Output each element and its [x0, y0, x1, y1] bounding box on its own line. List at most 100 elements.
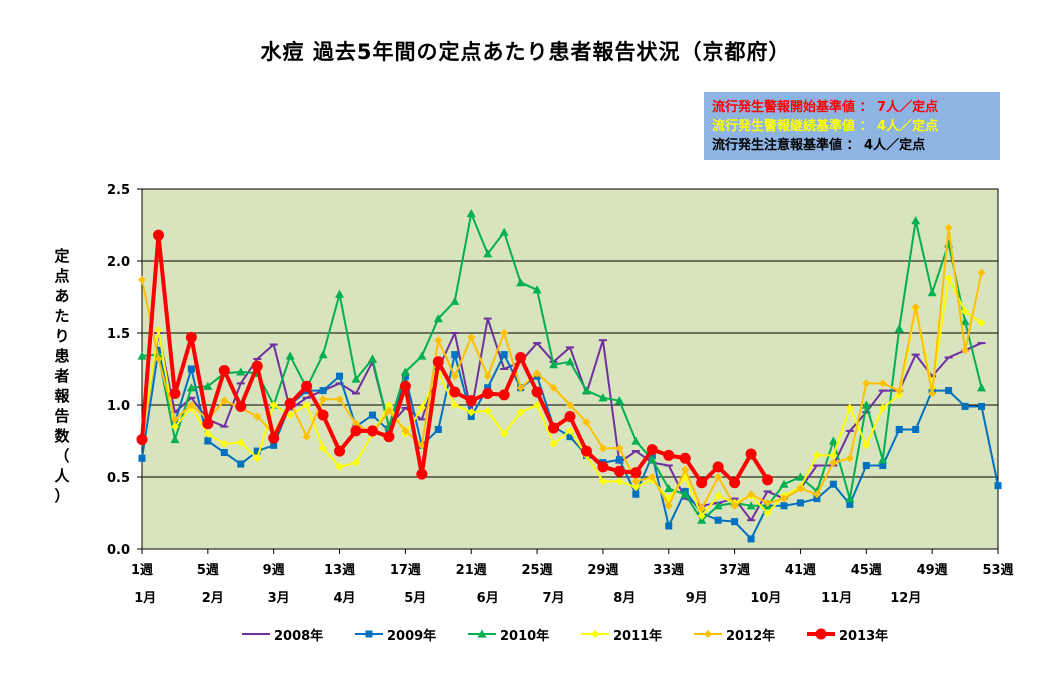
month-label: 9月	[686, 591, 708, 606]
legend-label: 2013年	[839, 628, 889, 644]
data-point	[137, 351, 147, 360]
data-point	[203, 381, 213, 390]
data-point	[747, 535, 755, 543]
data-point	[465, 395, 477, 407]
x-tick-label: 49週	[917, 563, 948, 578]
data-point	[829, 480, 837, 488]
data-point	[631, 477, 640, 486]
data-point	[220, 449, 228, 457]
x-tick-label: 45週	[851, 563, 882, 578]
legend-label: 2009年	[387, 628, 437, 644]
data-point	[365, 630, 373, 638]
data-point	[648, 473, 657, 481]
data-point	[187, 401, 196, 409]
data-point	[169, 387, 181, 399]
data-point	[713, 501, 723, 510]
data-point	[482, 387, 494, 399]
data-point	[467, 413, 475, 421]
data-point	[220, 396, 229, 405]
data-point	[895, 390, 904, 399]
data-point	[646, 444, 658, 456]
data-point	[812, 490, 821, 499]
data-point	[467, 333, 476, 342]
data-point	[894, 324, 904, 333]
data-point	[286, 411, 295, 420]
y-axis-title-char: ）	[54, 487, 70, 505]
data-point	[319, 395, 328, 404]
legend-item: 2008年	[240, 624, 323, 644]
data-point	[531, 386, 543, 398]
y-axis-title-char: り	[54, 327, 70, 345]
data-point	[780, 502, 788, 510]
data-point	[416, 468, 428, 480]
data-point	[714, 516, 722, 524]
y-axis-title-char: 患	[54, 347, 70, 365]
data-point	[944, 274, 953, 283]
y-tick-label: 0.0	[107, 543, 130, 558]
data-point	[318, 350, 328, 359]
data-point	[566, 426, 574, 435]
x-tick-label: 41週	[785, 563, 816, 578]
data-point	[516, 408, 525, 417]
data-point	[500, 351, 508, 359]
legend-item: 2009年	[353, 624, 436, 644]
y-axis-title-char: 告	[54, 407, 70, 425]
data-point	[450, 401, 459, 409]
data-point	[170, 435, 180, 444]
y-tick-label: 0.5	[107, 471, 130, 486]
data-point	[812, 451, 821, 460]
y-tick-label: 1.0	[107, 399, 130, 414]
legend-swatch	[355, 630, 383, 638]
month-label: 2月	[202, 591, 224, 606]
data-point	[828, 436, 838, 445]
data-point	[862, 461, 870, 469]
data-point	[351, 374, 361, 383]
data-point	[434, 425, 442, 433]
data-point	[762, 474, 774, 486]
data-point	[384, 406, 393, 415]
legend-item: 2012年	[692, 624, 775, 644]
legend-swatch	[242, 633, 270, 635]
data-point	[977, 318, 986, 327]
data-point	[630, 467, 642, 479]
data-point	[401, 426, 410, 435]
legend-label: 2012年	[726, 628, 776, 644]
data-point	[564, 411, 576, 423]
data-point	[597, 461, 609, 473]
data-point	[253, 412, 262, 421]
data-point	[598, 444, 607, 453]
data-point	[665, 522, 673, 530]
data-point	[615, 456, 623, 464]
data-point	[566, 433, 574, 441]
data-point	[432, 356, 444, 368]
data-point	[829, 451, 838, 460]
month-label: 5月	[404, 591, 426, 606]
data-point	[138, 454, 146, 462]
month-label: 4月	[333, 591, 355, 606]
data-point	[152, 229, 164, 241]
y-axis-title-char: 報	[54, 387, 70, 405]
data-point	[352, 458, 360, 467]
y-axis-title-char: 人	[54, 467, 70, 485]
y-axis-title-char: （	[54, 447, 70, 465]
data-point	[549, 360, 559, 369]
data-point	[449, 386, 461, 398]
y-axis-title-char: 者	[54, 367, 70, 385]
data-point	[795, 472, 805, 481]
data-point	[598, 477, 607, 486]
data-point	[483, 249, 493, 258]
data-point	[815, 628, 827, 640]
data-point	[270, 441, 278, 449]
data-point	[236, 367, 246, 376]
data-point	[961, 307, 970, 316]
data-point	[483, 372, 492, 381]
legend-swatch	[807, 628, 835, 640]
data-point	[928, 389, 937, 398]
data-point	[237, 460, 245, 468]
data-point	[796, 499, 804, 507]
x-tick-label: 25週	[522, 563, 553, 578]
x-tick-label: 9週	[263, 563, 285, 578]
y-tick-label: 2.0	[107, 255, 130, 270]
data-point	[978, 402, 986, 410]
